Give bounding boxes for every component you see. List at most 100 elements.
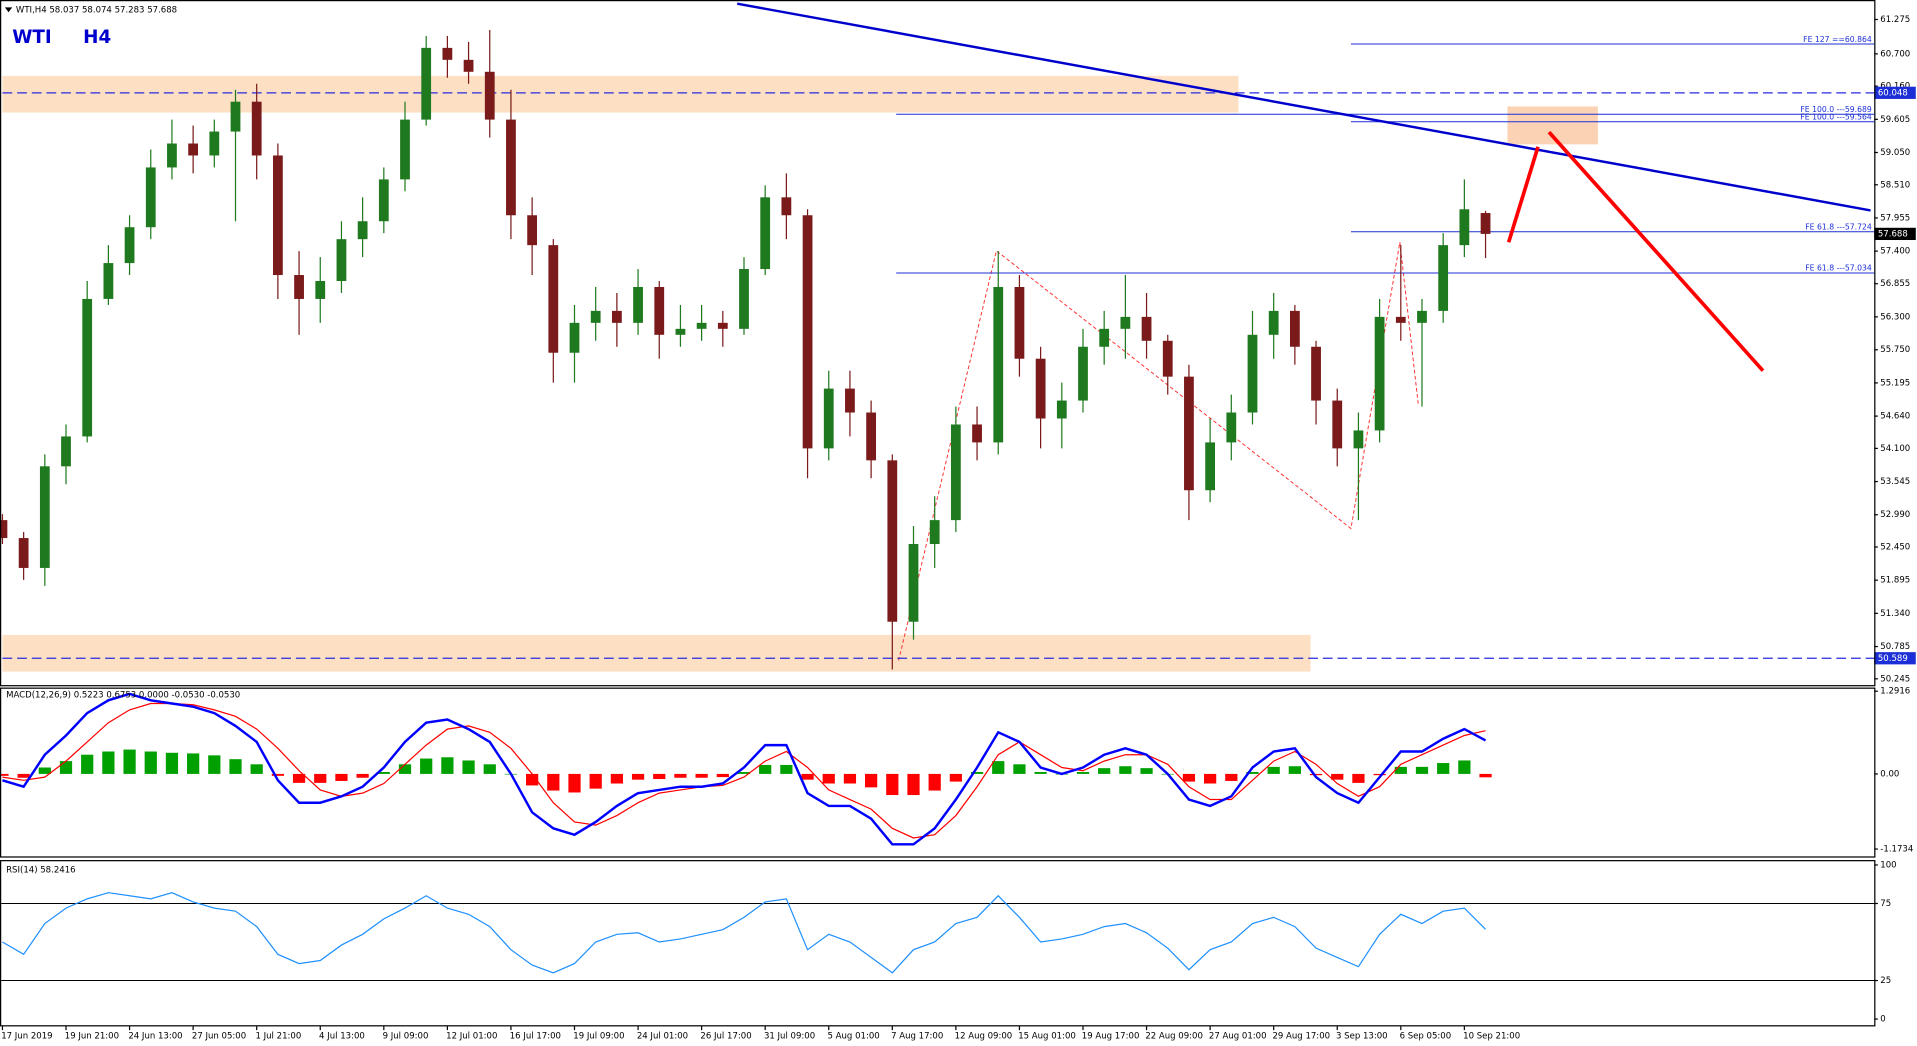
candle-body: [1395, 316, 1406, 323]
candle-body: [506, 119, 516, 216]
histogram-bar: [483, 764, 496, 774]
candle-body: [887, 460, 898, 622]
x-tick-label: 27 Aug 01:00: [1209, 1032, 1267, 1042]
histogram-bar: [335, 773, 348, 781]
histogram-bar: [1182, 773, 1196, 782]
x-tick-label: 19 Jun 21:00: [65, 1032, 119, 1042]
candle-body: [145, 167, 156, 228]
macd-pane-border: [0, 687, 1876, 858]
candle-body: [1141, 316, 1152, 341]
x-tick-label: 4 Jul 13:00: [319, 1032, 365, 1042]
candle-body: [1035, 358, 1046, 419]
histogram-bar: [1204, 773, 1217, 784]
support-zone: [2, 634, 1311, 672]
histogram-bar: [568, 773, 581, 793]
histogram-bar: [865, 773, 878, 788]
candle-body: [1480, 213, 1491, 234]
histogram-bar: [102, 751, 115, 774]
candle-body: [1332, 400, 1343, 449]
candle-body: [675, 328, 686, 335]
x-tick-label: 19 Aug 17:00: [1082, 1032, 1140, 1042]
x-tick-label: 17 Jun 2019: [1, 1032, 52, 1042]
y-tick-label: 52.450: [1880, 543, 1910, 553]
histogram-bar: [59, 761, 73, 774]
y-tick-label: 100: [1880, 860, 1896, 870]
histogram-bar: [1246, 771, 1259, 774]
histogram-bar: [292, 773, 306, 783]
y-tick-label: 51.895: [1880, 576, 1910, 586]
candle-body: [167, 143, 177, 168]
candle-body: [845, 388, 855, 413]
candle-body: [1459, 209, 1470, 246]
histogram-bar: [398, 764, 412, 774]
y-tick-label: 60.700: [1880, 49, 1910, 59]
fib-label: FE 61.8 ---57.724: [1805, 222, 1872, 231]
histogram-bar: [653, 773, 666, 780]
y-tick-label: 55.195: [1880, 378, 1910, 388]
candle-body: [61, 436, 71, 467]
candle-body: [18, 538, 29, 568]
histogram-bar: [1225, 773, 1238, 781]
x-tick-label: 29 Aug 17:00: [1272, 1032, 1330, 1042]
candle-body: [0, 520, 8, 539]
histogram-bar: [970, 771, 984, 774]
y-tick-label: 57.955: [1880, 213, 1910, 223]
x-tick-label: 24 Jul 01:00: [637, 1032, 688, 1042]
x-tick-label: 22 Aug 09:00: [1145, 1032, 1203, 1042]
y-tick-label: 61.275: [1880, 15, 1910, 25]
rsi-title: RSI(14) 58.2416: [6, 865, 75, 875]
candle-body: [378, 179, 389, 222]
candle-body: [400, 119, 410, 180]
x-tick-label: 27 Jun 05:00: [192, 1032, 246, 1042]
candle-body: [294, 275, 304, 299]
histogram-bar: [1288, 766, 1301, 774]
x-tick-label: 12 Jul 01:00: [446, 1032, 497, 1042]
histogram-bar: [271, 773, 284, 776]
histogram-bar: [38, 767, 51, 774]
level-tag: [1874, 652, 1916, 665]
candle-body: [124, 227, 135, 264]
candle-body: [950, 424, 961, 521]
histogram-bar: [1013, 764, 1026, 774]
histogram-bar: [314, 773, 327, 783]
histogram-bar: [1309, 773, 1323, 776]
y-tick-label: 57.400: [1880, 247, 1910, 257]
histogram-bar: [759, 764, 772, 774]
histogram-bar: [716, 773, 729, 778]
y-tick-label: 59.605: [1880, 115, 1910, 125]
candle-body: [1311, 346, 1321, 401]
histogram-bar: [462, 760, 475, 774]
histogram-bar: [250, 764, 263, 774]
histogram-bar: [589, 773, 602, 789]
candle-body: [993, 286, 1004, 443]
level-tag-label: 50.589: [1878, 654, 1908, 664]
x-tick-label: 7 Aug 17:00: [891, 1032, 943, 1042]
candle-body: [230, 101, 241, 132]
candle-body: [1226, 412, 1237, 443]
candle-body: [1268, 310, 1279, 335]
candle-body: [421, 47, 432, 120]
candle-body: [823, 388, 834, 449]
y-tick-label: 53.545: [1880, 477, 1910, 487]
candle-body: [1099, 328, 1110, 347]
candle-body: [357, 221, 368, 240]
candle-body: [739, 269, 749, 329]
candle-body: [1162, 340, 1173, 377]
header: WTI,H4 58.037 58.074 57.283 57.688: [16, 5, 177, 15]
x-tick-label: 6 Sep 05:00: [1400, 1032, 1452, 1042]
histogram-bar: [420, 758, 433, 774]
histogram-bar: [1140, 768, 1153, 774]
current-price-label: 57.688: [1878, 229, 1908, 239]
x-tick-label: 12 Aug 09:00: [955, 1032, 1013, 1042]
candle-body: [484, 71, 495, 120]
candle-body: [1353, 430, 1364, 449]
candle-body: [1289, 310, 1300, 347]
histogram-bar: [165, 752, 179, 774]
x-tick-label: 9 Jul 09:00: [383, 1032, 429, 1042]
candle-body: [463, 59, 474, 72]
histogram-bar: [1119, 766, 1132, 774]
candle-body: [781, 197, 792, 216]
histogram-bar: [356, 773, 369, 778]
y-tick-label: 51.340: [1880, 609, 1910, 619]
